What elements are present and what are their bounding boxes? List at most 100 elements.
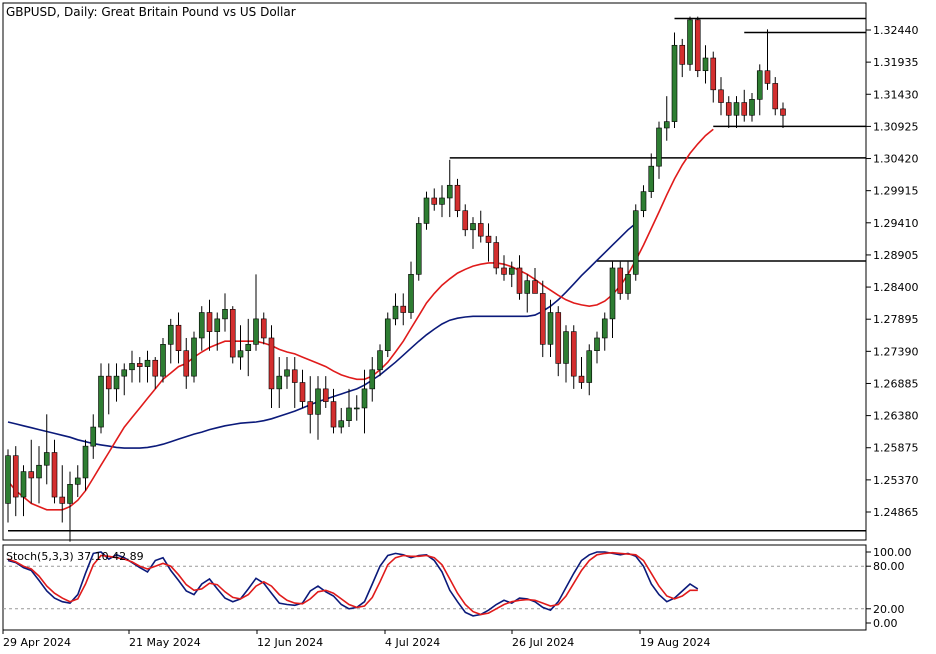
- candle-body-72: [563, 331, 569, 364]
- candle-body-90: [702, 57, 709, 72]
- candle-body-23: [183, 350, 190, 377]
- candle-body-66: [516, 267, 523, 294]
- candle-body-100: [780, 108, 786, 116]
- candle-body-3: [28, 471, 35, 479]
- candle-body-53: [415, 223, 422, 275]
- candle-body-11: [90, 426, 97, 447]
- candle-body-37: [291, 369, 298, 383]
- candle-body-64: [501, 267, 507, 275]
- date-axis: 29 Apr 2024 21 May 2024 12 Jun 2024 4 Jul 2…: [2, 630, 710, 649]
- candle-body-88: [687, 19, 693, 65]
- candle-body-49: [384, 318, 391, 351]
- candle-body-22: [175, 324, 182, 351]
- candle-body-34: [268, 337, 275, 390]
- candle-body-86: [671, 44, 678, 122]
- candle-body-13: [105, 375, 112, 390]
- candle-body-24: [191, 337, 197, 377]
- candle-body-5: [43, 452, 50, 466]
- price-tick-label-7: 1.28905: [873, 249, 919, 262]
- candle-body-79: [617, 267, 624, 294]
- price-tick-label-5: 1.29915: [873, 185, 919, 198]
- date-tick-label-0: 29 Apr 2024: [3, 636, 71, 649]
- candle-body-62: [485, 235, 492, 243]
- candle-body-59: [462, 210, 469, 231]
- candle-body-99: [772, 83, 779, 110]
- candle-body-91: [710, 57, 717, 91]
- candle-body-84: [656, 127, 662, 167]
- candle-body-38: [299, 382, 306, 402]
- candle-body-57: [446, 184, 453, 199]
- price-tick-label-12: 1.26380: [873, 410, 919, 423]
- date-tick-label-3: 4 Jul 2024: [385, 636, 440, 649]
- candle-body-16: [129, 363, 135, 371]
- stoch-line-pct-k: [7, 551, 699, 617]
- price-tick-label-13: 1.25875: [873, 442, 919, 455]
- price-tick-label-11: 1.26885: [873, 377, 919, 390]
- candle-body-47: [369, 369, 376, 390]
- candle-body-75: [586, 350, 593, 383]
- candle-body-28: [222, 309, 228, 320]
- stoch-plot-frame: [2, 544, 867, 631]
- stoch-tick-label-3: 0.00: [873, 617, 898, 630]
- candle-body-58: [454, 184, 461, 212]
- candle-body-77: [601, 318, 608, 339]
- candle-body-70: [547, 312, 554, 345]
- candle-body-74: [578, 375, 585, 383]
- candle-body-68: [532, 280, 538, 294]
- candle-body-61: [477, 223, 484, 237]
- stochastic-indicator: [3, 551, 866, 617]
- candle-body-82: [640, 191, 647, 212]
- candle-body-83: [648, 165, 655, 192]
- candle-body-9: [74, 477, 81, 485]
- price-axis: 1.32440 1.31935 1.31430 1.30925 1.30420 1.299…: [866, 24, 919, 519]
- candle-body-32: [253, 318, 259, 345]
- candle-body-87: [679, 44, 686, 65]
- stoch-tick-label-1: 80.00: [873, 560, 905, 573]
- candle-body-39: [307, 401, 314, 415]
- candle-body-10: [82, 445, 89, 479]
- price-tick-label-2: 1.31430: [873, 88, 919, 101]
- candle-body-18: [144, 359, 151, 367]
- candle-body-69: [539, 293, 546, 345]
- candle-body-0: [5, 455, 11, 504]
- stoch-line-pct-d: [7, 551, 698, 616]
- candle-body-51: [400, 305, 407, 313]
- stoch-label: Stoch(5,3,3) 37.10 42.89: [6, 550, 144, 563]
- candle-body-21: [167, 324, 174, 345]
- candle-body-54: [423, 197, 430, 224]
- candle-body-94: [733, 102, 740, 116]
- candle-body-40: [315, 388, 321, 415]
- candle-body-29: [229, 309, 236, 358]
- price-tick-label-3: 1.30925: [873, 120, 919, 133]
- candle-body-19: [152, 359, 159, 377]
- candle-body-56: [439, 197, 445, 205]
- candle-body-27: [214, 318, 221, 332]
- candle-body-12: [98, 375, 104, 428]
- candle-body-97: [756, 70, 763, 100]
- candle-body-45: [353, 407, 360, 410]
- candle-body-89: [694, 19, 701, 72]
- candles: [5, 16, 786, 542]
- stoch-tick-label-2: 20.00: [873, 603, 905, 616]
- candle-body-17: [136, 363, 143, 367]
- candle-body-52: [408, 274, 414, 313]
- candle-body-55: [431, 197, 438, 205]
- price-tick-label-1: 1.31935: [873, 56, 919, 69]
- candle-body-71: [555, 312, 562, 364]
- date-tick-label-4: 26 Jul 2024: [512, 636, 574, 649]
- candle-body-85: [663, 121, 670, 129]
- price-tick-label-8: 1.28400: [873, 281, 919, 294]
- candle-body-76: [594, 337, 600, 351]
- candle-body-33: [260, 318, 267, 339]
- candle-body-14: [113, 375, 120, 390]
- date-tick-label-1: 21 May 2024: [129, 636, 201, 649]
- candle-body-73: [570, 331, 577, 377]
- chart-title: GBPUSD, Daily: Great Britain Pound vs US…: [6, 5, 296, 19]
- candle-body-8: [67, 484, 73, 504]
- candle-body-44: [346, 407, 352, 421]
- main-plot-frame: [2, 2, 867, 541]
- price-tick-label-15: 1.24865: [873, 506, 919, 519]
- candle-body-1: [12, 455, 19, 498]
